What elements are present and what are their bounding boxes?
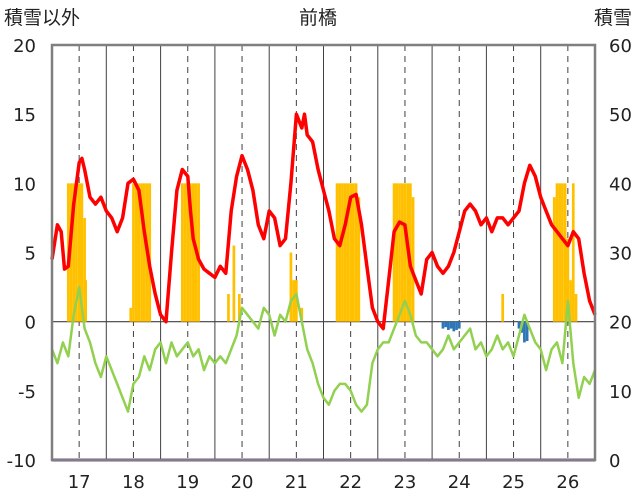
snow-bar [148,183,152,322]
snow-bar [403,183,407,322]
x-tick-label: 26 [556,472,579,493]
right-tick-label: 50 [609,105,632,126]
x-tick-label: 25 [502,472,525,493]
blue-bar [441,321,445,329]
snow-bar [357,197,361,322]
blue-bar [444,321,448,328]
left-tick-label: -5 [18,382,36,403]
x-tick-label: 24 [448,472,471,493]
snow-bar [569,280,572,322]
x-tick-label: 22 [339,472,362,493]
x-tick-label: 17 [68,472,91,493]
blue-bar [523,321,526,343]
blue-bar [457,321,461,329]
x-tick-label: 23 [393,472,416,493]
snow-bar [346,183,350,322]
plot-frame [50,43,597,462]
snow-bar [354,183,358,322]
snow-bar [72,183,76,322]
snow-bar [180,183,184,322]
snow-bar [349,183,353,322]
snow-bar [300,307,304,322]
snow-bar [558,183,562,322]
snow-bar [352,183,355,322]
snow-bar [183,183,187,322]
snow-bar [574,294,578,322]
chart-title: 前橋 [299,7,337,29]
blue-bar [517,321,521,329]
blue-bar [447,321,450,330]
snow-bar [84,280,88,322]
snow-bar [142,183,146,322]
snow-bar [77,183,81,322]
snow-bar [341,183,344,322]
left-tick-label: -10 [7,451,36,472]
snow-bar [75,183,78,322]
snow-bar [552,197,556,322]
snow-bar [134,183,138,322]
snow-bar [398,183,401,322]
left-tick-label: 5 [25,244,36,265]
snow-bar [338,183,342,322]
snow-bar [343,183,347,322]
snow-bar [189,183,192,322]
x-tick-label: 19 [176,472,199,493]
snow-bar [197,183,200,322]
snow-bar [501,294,505,322]
snow-bar [555,183,559,322]
right-tick-label: 60 [609,36,632,57]
right-axis-label: 積雪 [594,7,632,29]
snow-bar [232,245,236,322]
blue-bar [449,321,453,329]
snow-bar [392,183,396,322]
left-tick-label: 20 [13,36,36,57]
snow-bar [294,280,298,322]
snow-bar [292,280,295,322]
green-series-line [50,285,597,413]
snow-bar [191,183,195,322]
snow-bar [237,294,241,322]
left-axis-label: 積雪以外 [4,7,80,29]
snow-bar [409,183,412,322]
snow-bar [80,183,84,322]
snow-bar [186,183,190,322]
red-series-line [50,112,597,331]
x-tick-label: 21 [285,472,308,493]
snow-bar [137,183,141,322]
snow-bar [129,307,133,322]
x-tick-label: 18 [122,472,145,493]
right-tick-label: 40 [609,174,632,195]
left-tick-label: 15 [13,105,36,126]
snow-bar [132,183,135,322]
snow-bar [335,183,339,322]
snow-bar [563,183,567,322]
snow-bar [411,197,415,322]
right-tick-label: 10 [609,382,632,403]
snow-bar [227,294,230,322]
snow-bar [400,183,404,322]
x-tick-label: 20 [231,472,254,493]
right-tick-label: 0 [609,451,620,472]
blue-bar [455,321,458,330]
blue-bar [525,321,529,342]
snow-bar [289,252,293,322]
snow-bar [571,183,575,322]
snow-bar [140,183,143,322]
snow-bar [561,183,564,322]
blue-bar [452,321,456,332]
snow-bar [83,217,86,322]
left-tick-label: 10 [13,174,36,195]
right-tick-label: 20 [609,313,632,334]
snow-bar [566,238,570,322]
snow-bar [395,183,399,322]
left-tick-label: 0 [25,313,36,334]
right-tick-label: 30 [609,244,632,265]
